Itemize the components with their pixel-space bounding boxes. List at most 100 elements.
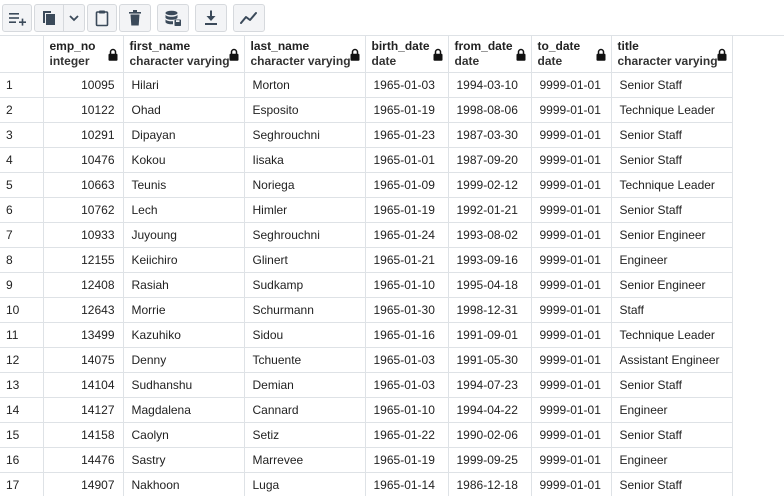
row-number[interactable]: 11 bbox=[0, 322, 44, 348]
cell-birth_date[interactable]: 1965-01-19 bbox=[365, 447, 449, 473]
cell-to_date[interactable]: 9999-01-01 bbox=[531, 147, 612, 173]
cell-birth_date[interactable]: 1965-01-22 bbox=[365, 422, 449, 448]
cell-last_name[interactable]: Tchuente bbox=[244, 347, 366, 373]
graph-visualiser-button[interactable] bbox=[233, 4, 265, 32]
cell-title[interactable]: Engineer bbox=[611, 397, 733, 423]
cell-birth_date[interactable]: 1965-01-09 bbox=[365, 172, 449, 198]
cell-from_date[interactable]: 1999-02-12 bbox=[448, 172, 532, 198]
table-row[interactable]: 17 14907 Nakhoon Luga 1965-01-14 1986-12-18 99… bbox=[0, 472, 733, 496]
cell-to_date[interactable]: 9999-01-01 bbox=[531, 322, 612, 348]
cell-to_date[interactable]: 9999-01-01 bbox=[531, 372, 612, 398]
row-number[interactable]: 10 bbox=[0, 297, 44, 323]
row-number[interactable]: 5 bbox=[0, 172, 44, 198]
cell-birth_date[interactable]: 1965-01-23 bbox=[365, 122, 449, 148]
cell-last_name[interactable]: Demian bbox=[244, 372, 366, 398]
cell-from_date[interactable]: 1995-04-18 bbox=[448, 272, 532, 298]
cell-emp_no[interactable]: 12408 bbox=[43, 272, 124, 298]
cell-title[interactable]: Technique Leader bbox=[611, 322, 733, 348]
delete-button[interactable] bbox=[119, 4, 151, 32]
cell-to_date[interactable]: 9999-01-01 bbox=[531, 197, 612, 223]
copy-button[interactable] bbox=[34, 4, 64, 32]
cell-first_name[interactable]: Lech bbox=[123, 197, 245, 223]
cell-from_date[interactable]: 1987-03-30 bbox=[448, 122, 532, 148]
table-row[interactable]: 4 10476 Kokou Iisaka 1965-01-01 1987-09-20 999… bbox=[0, 147, 733, 173]
cell-birth_date[interactable]: 1965-01-01 bbox=[365, 147, 449, 173]
table-row[interactable]: 15 14158 Caolyn Setiz 1965-01-22 1990-02-06 99… bbox=[0, 422, 733, 448]
row-number[interactable]: 7 bbox=[0, 222, 44, 248]
cell-first_name[interactable]: Hilari bbox=[123, 72, 245, 98]
cell-birth_date[interactable]: 1965-01-14 bbox=[365, 472, 449, 496]
cell-first_name[interactable]: Juyoung bbox=[123, 222, 245, 248]
cell-birth_date[interactable]: 1965-01-24 bbox=[365, 222, 449, 248]
cell-emp_no[interactable]: 13499 bbox=[43, 322, 124, 348]
cell-from_date[interactable]: 1993-09-16 bbox=[448, 247, 532, 273]
cell-first_name[interactable]: Rasiah bbox=[123, 272, 245, 298]
cell-emp_no[interactable]: 10291 bbox=[43, 122, 124, 148]
cell-last_name[interactable]: Schurmann bbox=[244, 297, 366, 323]
download-button[interactable] bbox=[195, 4, 227, 32]
cell-to_date[interactable]: 9999-01-01 bbox=[531, 447, 612, 473]
column-header-title[interactable]: title character varying bbox=[611, 36, 733, 73]
add-row-button[interactable] bbox=[2, 4, 32, 32]
cell-birth_date[interactable]: 1965-01-03 bbox=[365, 372, 449, 398]
cell-from_date[interactable]: 1992-01-21 bbox=[448, 197, 532, 223]
cell-from_date[interactable]: 1991-09-01 bbox=[448, 322, 532, 348]
cell-emp_no[interactable]: 14158 bbox=[43, 422, 124, 448]
cell-from_date[interactable]: 1998-12-31 bbox=[448, 297, 532, 323]
row-number[interactable]: 4 bbox=[0, 147, 44, 173]
column-header-emp_no[interactable]: emp_no integer bbox=[43, 36, 124, 73]
cell-emp_no[interactable]: 10762 bbox=[43, 197, 124, 223]
cell-first_name[interactable]: Kazuhiko bbox=[123, 322, 245, 348]
cell-to_date[interactable]: 9999-01-01 bbox=[531, 247, 612, 273]
cell-title[interactable]: Senior Staff bbox=[611, 372, 733, 398]
cell-birth_date[interactable]: 1965-01-19 bbox=[365, 197, 449, 223]
column-header-from_date[interactable]: from_date date bbox=[448, 36, 532, 73]
cell-title[interactable]: Engineer bbox=[611, 247, 733, 273]
cell-to_date[interactable]: 9999-01-01 bbox=[531, 122, 612, 148]
cell-emp_no[interactable]: 12155 bbox=[43, 247, 124, 273]
cell-to_date[interactable]: 9999-01-01 bbox=[531, 297, 612, 323]
cell-to_date[interactable]: 9999-01-01 bbox=[531, 422, 612, 448]
cell-title[interactable]: Staff bbox=[611, 297, 733, 323]
cell-last_name[interactable]: Himler bbox=[244, 197, 366, 223]
cell-to_date[interactable]: 9999-01-01 bbox=[531, 222, 612, 248]
cell-first_name[interactable]: Denny bbox=[123, 347, 245, 373]
cell-last_name[interactable]: Cannard bbox=[244, 397, 366, 423]
cell-birth_date[interactable]: 1965-01-10 bbox=[365, 397, 449, 423]
cell-from_date[interactable]: 1991-05-30 bbox=[448, 347, 532, 373]
table-row[interactable]: 10 12643 Morrie Schurmann 1965-01-30 1998-12-… bbox=[0, 297, 733, 323]
cell-to_date[interactable]: 9999-01-01 bbox=[531, 72, 612, 98]
cell-from_date[interactable]: 1994-07-23 bbox=[448, 372, 532, 398]
cell-from_date[interactable]: 1994-03-10 bbox=[448, 72, 532, 98]
table-row[interactable]: 7 10933 Juyoung Seghrouchni 1965-01-24 1993-0… bbox=[0, 222, 733, 248]
cell-title[interactable]: Technique Leader bbox=[611, 172, 733, 198]
cell-from_date[interactable]: 1998-08-06 bbox=[448, 97, 532, 123]
cell-first_name[interactable]: Sudhanshu bbox=[123, 372, 245, 398]
copy-options-dropdown[interactable] bbox=[63, 4, 85, 32]
cell-last_name[interactable]: Iisaka bbox=[244, 147, 366, 173]
table-row[interactable]: 12 14075 Denny Tchuente 1965-01-03 1991-05-30… bbox=[0, 347, 733, 373]
table-row[interactable]: 2 10122 Ohad Esposito 1965-01-19 1998-08-06 99… bbox=[0, 97, 733, 123]
column-header-birth_date[interactable]: birth_date date bbox=[365, 36, 449, 73]
table-row[interactable]: 13 14104 Sudhanshu Demian 1965-01-03 1994-07-… bbox=[0, 372, 733, 398]
row-number[interactable]: 2 bbox=[0, 97, 44, 123]
cell-emp_no[interactable]: 12643 bbox=[43, 297, 124, 323]
column-header-first_name[interactable]: first_name character varying bbox=[123, 36, 245, 73]
cell-first_name[interactable]: Magdalena bbox=[123, 397, 245, 423]
cell-birth_date[interactable]: 1965-01-10 bbox=[365, 272, 449, 298]
cell-last_name[interactable]: Sudkamp bbox=[244, 272, 366, 298]
cell-emp_no[interactable]: 14907 bbox=[43, 472, 124, 496]
table-row[interactable]: 8 12155 Keiichiro Glinert 1965-01-21 1993-09-… bbox=[0, 247, 733, 273]
cell-title[interactable]: Senior Staff bbox=[611, 147, 733, 173]
table-row[interactable]: 3 10291 Dipayan Seghrouchni 1965-01-23 1987-0… bbox=[0, 122, 733, 148]
column-header-to_date[interactable]: to_date date bbox=[531, 36, 612, 73]
cell-birth_date[interactable]: 1965-01-21 bbox=[365, 247, 449, 273]
table-row[interactable]: 1 10095 Hilari Morton 1965-01-03 1994-03-10 99… bbox=[0, 72, 733, 98]
cell-emp_no[interactable]: 14075 bbox=[43, 347, 124, 373]
cell-first_name[interactable]: Ohad bbox=[123, 97, 245, 123]
cell-emp_no[interactable]: 10933 bbox=[43, 222, 124, 248]
cell-emp_no[interactable]: 10095 bbox=[43, 72, 124, 98]
cell-birth_date[interactable]: 1965-01-03 bbox=[365, 347, 449, 373]
cell-from_date[interactable]: 1994-04-22 bbox=[448, 397, 532, 423]
cell-first_name[interactable]: Teunis bbox=[123, 172, 245, 198]
